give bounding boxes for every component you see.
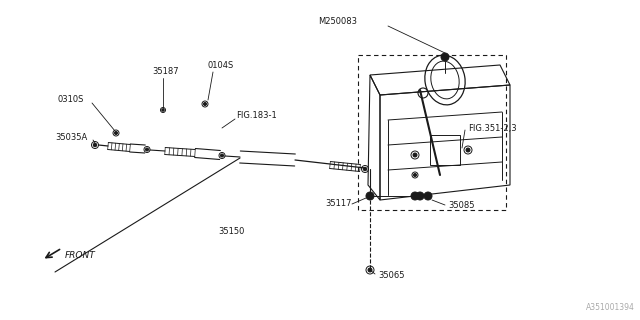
Text: 0104S: 0104S bbox=[208, 60, 234, 69]
Circle shape bbox=[441, 53, 449, 61]
Text: 0310S: 0310S bbox=[57, 95, 83, 105]
Text: FRONT: FRONT bbox=[65, 251, 96, 260]
Text: 35085: 35085 bbox=[448, 201, 474, 210]
Circle shape bbox=[221, 154, 223, 157]
Circle shape bbox=[366, 192, 374, 200]
Circle shape bbox=[413, 194, 417, 198]
Text: FIG.351-2,3: FIG.351-2,3 bbox=[468, 124, 516, 132]
Circle shape bbox=[364, 167, 367, 171]
Circle shape bbox=[416, 192, 424, 200]
Circle shape bbox=[413, 173, 417, 177]
Circle shape bbox=[368, 268, 372, 272]
Text: 35150: 35150 bbox=[218, 228, 244, 236]
Circle shape bbox=[93, 143, 97, 147]
Circle shape bbox=[204, 102, 207, 106]
Circle shape bbox=[115, 132, 118, 134]
Text: 35187: 35187 bbox=[152, 68, 179, 76]
Text: A351001394: A351001394 bbox=[586, 303, 635, 312]
Circle shape bbox=[466, 148, 470, 152]
Circle shape bbox=[413, 153, 417, 157]
Circle shape bbox=[162, 109, 164, 111]
Text: M250083: M250083 bbox=[318, 18, 357, 27]
Circle shape bbox=[145, 148, 148, 151]
Circle shape bbox=[426, 194, 430, 198]
Circle shape bbox=[368, 194, 372, 198]
Circle shape bbox=[424, 192, 432, 200]
Circle shape bbox=[411, 192, 419, 200]
Text: FIG.183-1: FIG.183-1 bbox=[236, 111, 276, 121]
Circle shape bbox=[418, 194, 422, 198]
Text: 35065: 35065 bbox=[378, 271, 404, 281]
Text: 35035A: 35035A bbox=[55, 133, 87, 142]
Text: 35117: 35117 bbox=[325, 199, 351, 209]
Circle shape bbox=[443, 55, 447, 59]
